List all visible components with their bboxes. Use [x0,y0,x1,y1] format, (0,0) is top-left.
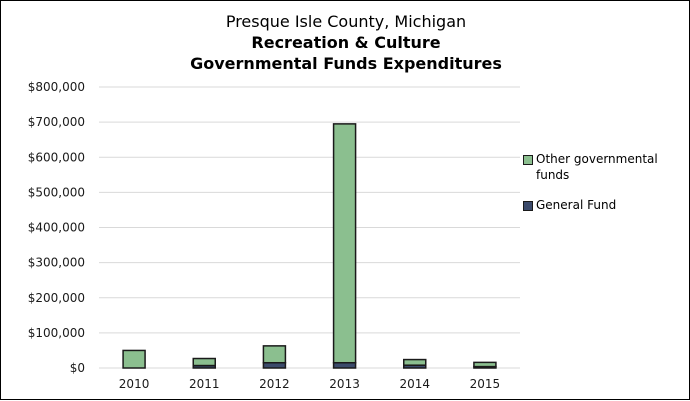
bar-other-funds-2010 [122,349,146,369]
bar-general-fund-2013 [332,361,357,369]
bar-other-funds-2012 [262,345,287,364]
legend-label-other-funds: Other governmental funds [536,152,658,182]
legend-label-general-fund: General Fund [536,198,617,212]
x-tick-label: 2011 [189,377,220,391]
y-tick-label: $100,000 [28,326,85,340]
x-tick-label: 2010 [119,377,150,391]
x-tick-label: 2014 [399,377,430,391]
legend: Other governmental funds General Fund [523,151,688,227]
legend-swatch-other-funds [523,155,533,165]
bars [122,123,497,369]
y-tick-label: $800,000 [28,80,85,94]
chart-subtitle-line-2: Governmental Funds Expenditures [190,54,502,73]
gridlines [99,86,520,369]
y-tick-label: $400,000 [28,221,85,235]
legend-item-other-funds: Other governmental funds [523,151,688,183]
y-tick-label: $0 [70,361,85,375]
bar-general-fund-2012 [262,361,287,369]
y-axis-ticks: $0 $100,000 $200,000 $300,000 $400,000 $500,0… [28,80,85,375]
x-axis-ticks: 2010 2011 2012 2013 2014 2015 [119,377,500,391]
y-tick-label: $300,000 [28,256,85,270]
legend-swatch-general-fund [523,201,533,211]
bar-other-funds-2015 [473,361,497,368]
chart-title-block: Presque Isle County, Michigan Recreation… [1,11,690,74]
bar-other-funds-2013 [332,123,357,364]
chart-title: Presque Isle County, Michigan [225,12,467,31]
y-tick-label: $500,000 [28,185,85,199]
bar-other-funds-2011 [192,357,216,367]
chart-subtitle-line-1: Recreation & Culture [251,33,441,52]
x-tick-label: 2012 [259,377,290,391]
y-tick-label: $700,000 [28,115,85,129]
x-tick-label: 2015 [470,377,501,391]
y-tick-label: $200,000 [28,291,85,305]
y-tick-label: $600,000 [28,150,85,164]
legend-item-general-fund: General Fund [523,197,688,213]
x-tick-label: 2013 [329,377,360,391]
bar-other-funds-2014 [403,358,427,366]
